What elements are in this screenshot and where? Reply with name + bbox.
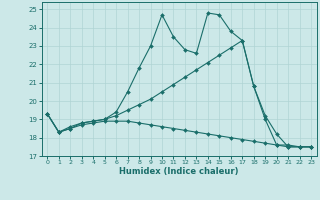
X-axis label: Humidex (Indice chaleur): Humidex (Indice chaleur) [119,167,239,176]
